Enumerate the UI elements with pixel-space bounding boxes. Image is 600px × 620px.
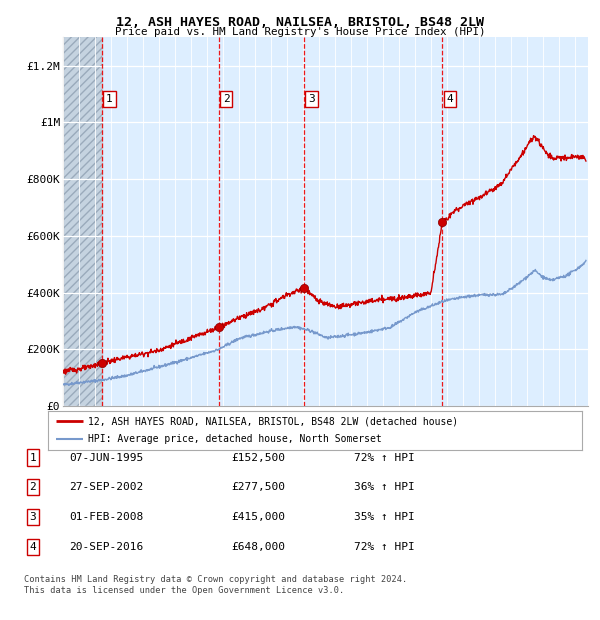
Text: 12, ASH HAYES ROAD, NAILSEA, BRISTOL, BS48 2LW (detached house): 12, ASH HAYES ROAD, NAILSEA, BRISTOL, BS… [88, 417, 458, 427]
Text: 20-SEP-2016: 20-SEP-2016 [69, 542, 143, 552]
Text: 01-FEB-2008: 01-FEB-2008 [69, 512, 143, 522]
Bar [63, 37, 102, 406]
Text: 36% ↑ HPI: 36% ↑ HPI [354, 482, 415, 492]
Text: 12, ASH HAYES ROAD, NAILSEA, BRISTOL, BS48 2LW: 12, ASH HAYES ROAD, NAILSEA, BRISTOL, BS… [116, 16, 484, 29]
Text: 2: 2 [223, 94, 230, 104]
Text: 3: 3 [308, 94, 315, 104]
Text: £152,500: £152,500 [231, 453, 285, 463]
Text: 27-SEP-2002: 27-SEP-2002 [69, 482, 143, 492]
Text: HPI: Average price, detached house, North Somerset: HPI: Average price, detached house, Nort… [88, 434, 382, 444]
Text: 72% ↑ HPI: 72% ↑ HPI [354, 542, 415, 552]
Bar [63, 37, 102, 406]
Text: £277,500: £277,500 [231, 482, 285, 492]
Text: £415,000: £415,000 [231, 512, 285, 522]
Text: Contains HM Land Registry data © Crown copyright and database right 2024.
This d: Contains HM Land Registry data © Crown c… [24, 575, 407, 595]
Text: 4: 4 [29, 542, 37, 552]
Text: 07-JUN-1995: 07-JUN-1995 [69, 453, 143, 463]
Text: 35% ↑ HPI: 35% ↑ HPI [354, 512, 415, 522]
Text: 3: 3 [29, 512, 37, 522]
Text: 72% ↑ HPI: 72% ↑ HPI [354, 453, 415, 463]
Text: 4: 4 [446, 94, 453, 104]
Text: 2: 2 [29, 482, 37, 492]
Text: 1: 1 [29, 453, 37, 463]
Text: £648,000: £648,000 [231, 542, 285, 552]
Text: Price paid vs. HM Land Registry's House Price Index (HPI): Price paid vs. HM Land Registry's House … [115, 27, 485, 37]
Text: 1: 1 [106, 94, 113, 104]
